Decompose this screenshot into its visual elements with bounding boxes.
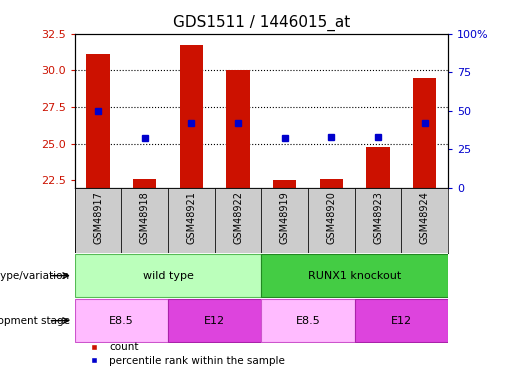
Bar [215,188,261,253]
Text: GSM48924: GSM48924 [420,191,430,244]
Bar [261,299,355,342]
Bar [227,70,250,188]
Bar [320,179,343,188]
Text: wild type: wild type [143,271,194,280]
Text: E12: E12 [204,316,225,326]
Bar [168,299,261,342]
Bar [75,188,122,253]
Text: GSM48922: GSM48922 [233,191,243,244]
Bar [366,147,390,188]
Text: E8.5: E8.5 [109,316,134,326]
Text: GSM48919: GSM48919 [280,191,290,243]
Bar [122,188,168,253]
Text: GSM48920: GSM48920 [327,191,336,244]
Text: E12: E12 [391,316,412,326]
Text: GSM48918: GSM48918 [140,191,150,243]
Bar [87,54,110,188]
Bar [261,254,448,297]
Bar [168,188,215,253]
Bar [273,180,296,188]
Bar [75,299,168,342]
Text: genotype/variation: genotype/variation [0,271,70,280]
Text: development stage: development stage [0,316,70,326]
Legend: count, percentile rank within the sample: count, percentile rank within the sample [80,338,289,370]
Bar [133,179,157,188]
Bar [401,188,448,253]
Text: GSM48921: GSM48921 [186,191,196,244]
Bar [308,188,355,253]
Text: GSM48923: GSM48923 [373,191,383,244]
Title: GDS1511 / 1446015_at: GDS1511 / 1446015_at [173,15,350,31]
Bar [413,78,436,188]
Text: GSM48917: GSM48917 [93,191,103,244]
Bar [180,45,203,188]
Bar [355,299,448,342]
Bar [355,188,401,253]
Bar [261,188,308,253]
Text: E8.5: E8.5 [296,316,320,326]
Bar [75,254,261,297]
Text: RUNX1 knockout: RUNX1 knockout [308,271,401,280]
